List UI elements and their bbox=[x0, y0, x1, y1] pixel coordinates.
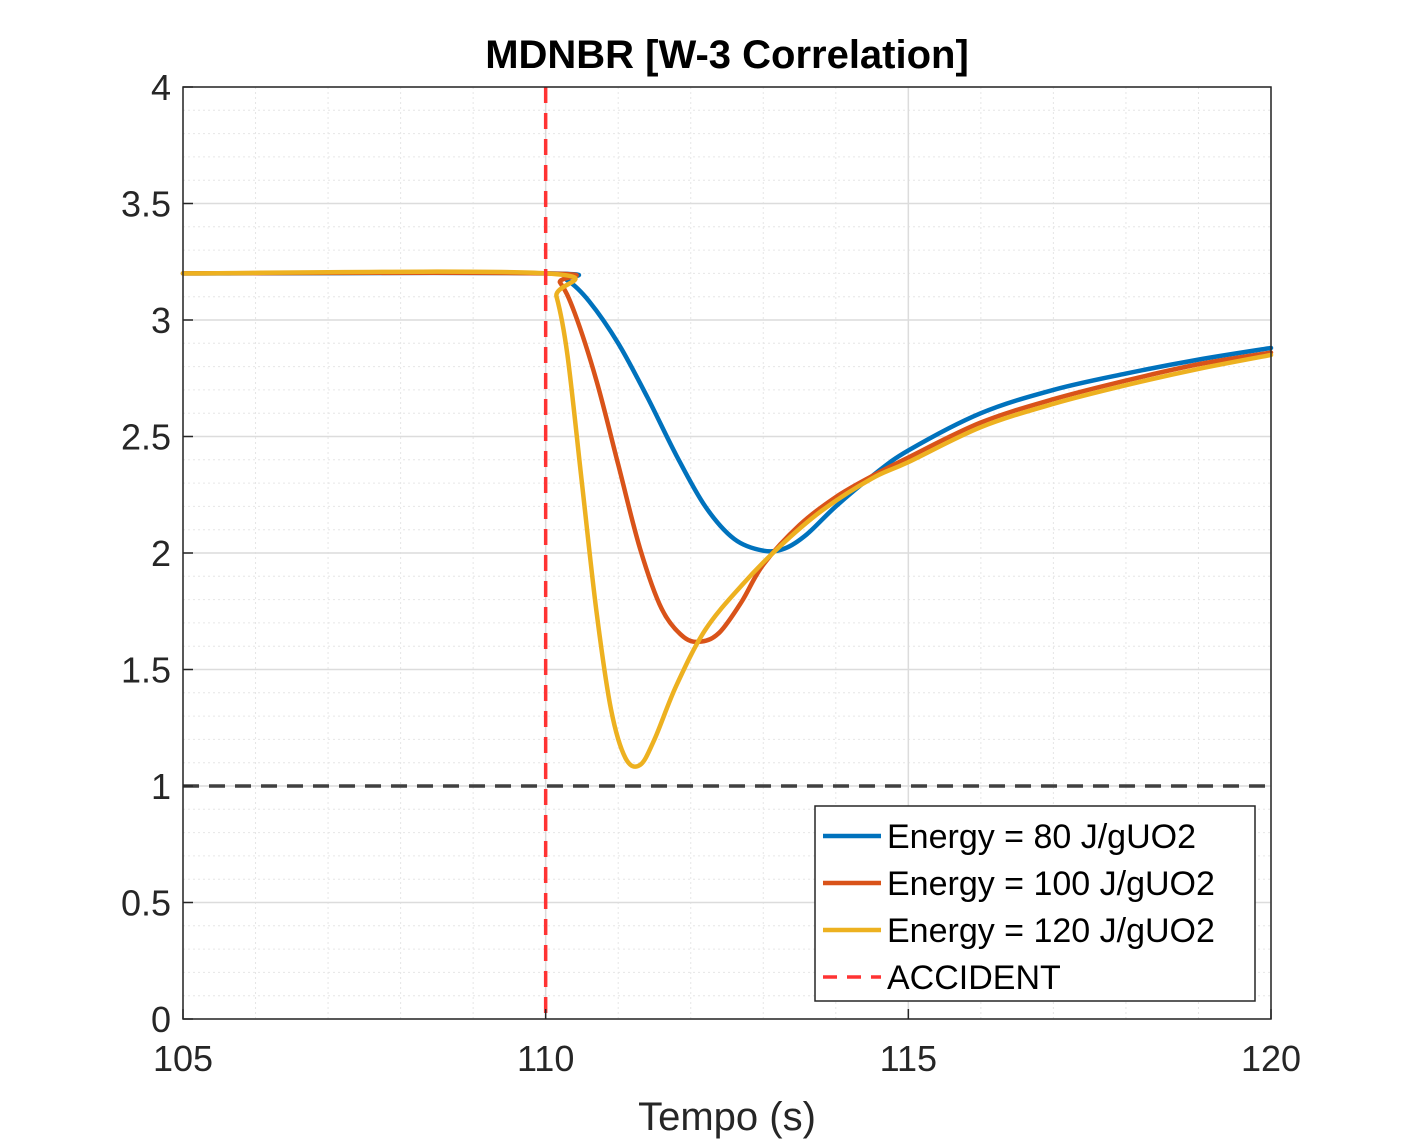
x-tick-label: 105 bbox=[153, 1038, 213, 1079]
y-tick-label: 2.5 bbox=[121, 417, 171, 458]
x-axis-label: Tempo (s) bbox=[638, 1095, 816, 1139]
series-line-3 bbox=[180, 269, 1274, 769]
y-tick-label: 2 bbox=[151, 533, 171, 574]
y-tick-label: 4 bbox=[151, 67, 171, 108]
series-line-1 bbox=[180, 270, 1274, 554]
legend-entry: ACCIDENT bbox=[887, 959, 1061, 997]
legend: Energy = 80 J/gUO2 Energy = 100 J/gUO2 Ene… bbox=[814, 805, 1256, 1002]
x-tick-label: 110 bbox=[517, 1038, 574, 1079]
legend-box bbox=[814, 805, 1256, 1002]
y-tick-label: 1 bbox=[151, 766, 171, 807]
chart-title: MDNBR [W-3 Correlation] bbox=[485, 33, 969, 77]
x-tick-label: 120 bbox=[1241, 1038, 1301, 1079]
plot-area: 105 110 115 120 0 0.5 1 1.5 2 2.5 3 3.5 4 Energy = 80… bbox=[121, 67, 1301, 1079]
y-tick-label: 1.5 bbox=[121, 650, 171, 691]
legend-entry: Energy = 100 J/gUO2 bbox=[887, 865, 1215, 903]
series-line-2 bbox=[180, 270, 1274, 645]
legend-entry: Energy = 80 J/gUO2 bbox=[887, 818, 1196, 856]
y-tick-label: 3 bbox=[151, 300, 171, 341]
y-tick-label: 0 bbox=[151, 999, 171, 1040]
legend-entry: Energy = 120 J/gUO2 bbox=[887, 912, 1215, 950]
x-tick-label: 115 bbox=[880, 1038, 937, 1079]
y-tick-label: 0.5 bbox=[121, 883, 171, 924]
y-tick-label: 3.5 bbox=[121, 184, 171, 225]
